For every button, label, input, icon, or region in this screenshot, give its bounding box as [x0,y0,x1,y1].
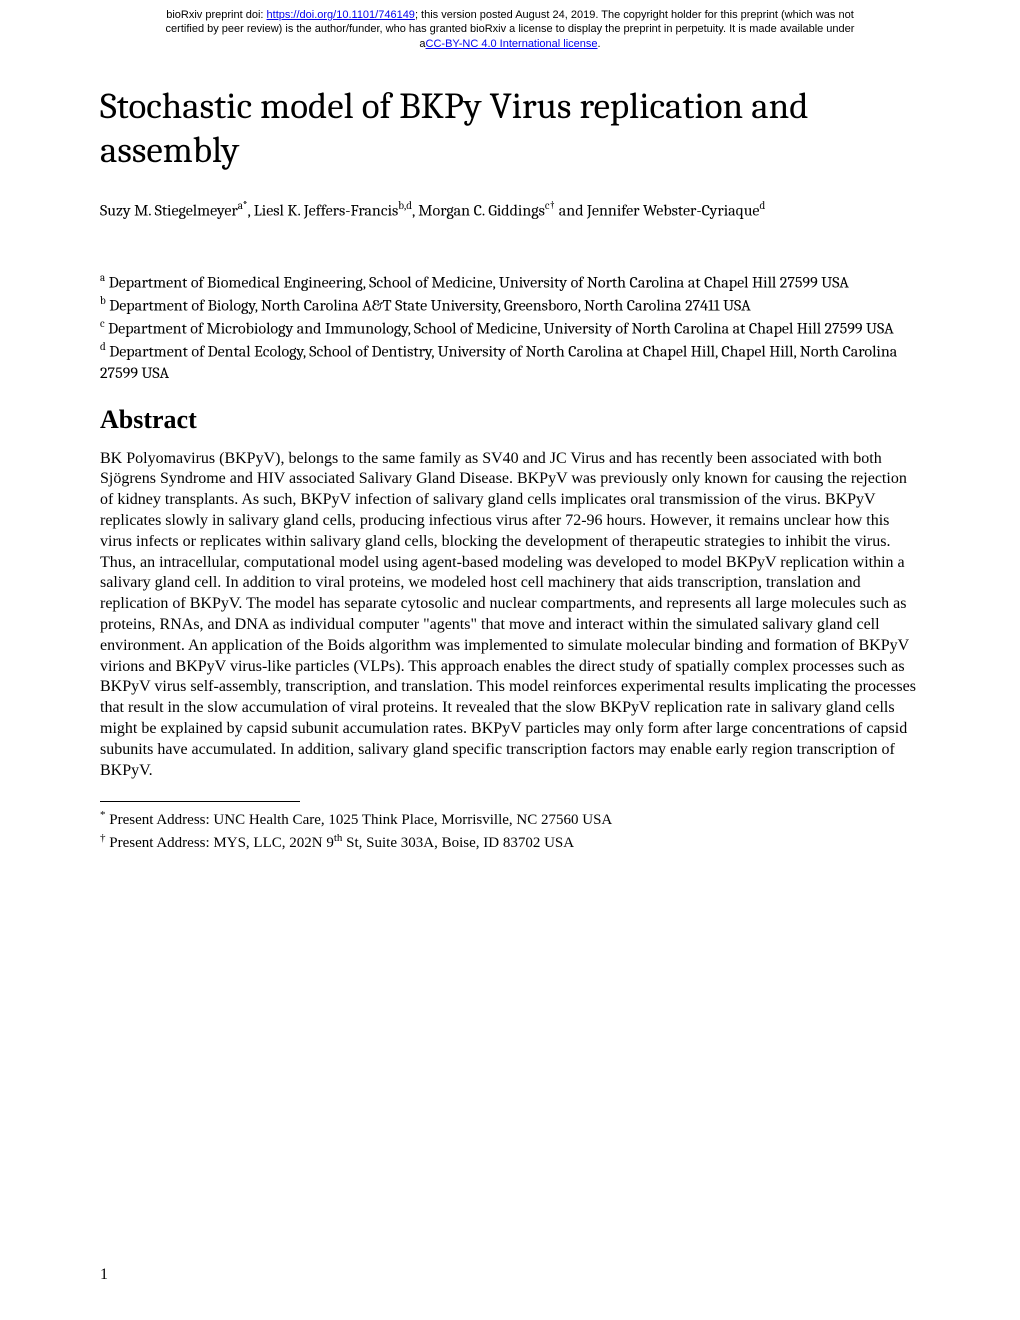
license-link[interactable]: CC-BY-NC 4.0 International license [426,38,598,50]
preprint-notice: bioRxiv preprint doi: https://doi.org/10… [0,0,1020,55]
author-2: , Liesl K. Jeffers-Francis [247,201,398,219]
footnote-2a: Present Address: MYS, LLC, 202N 9 [106,835,334,851]
preprint-line1-suffix: ; this version posted August 24, 2019. T… [415,9,854,21]
license-suffix: . [598,38,601,50]
author-1: Suzy M. Stiegelmeyer [100,201,238,219]
preprint-line2: certified by peer review) is the author/… [166,23,855,35]
footnote-1: Present Address: UNC Health Care, 1025 T… [106,812,613,828]
paper-title: Stochastic model of BKPy Virus replicati… [100,85,920,174]
authors-block: Suzy M. Stiegelmeyera*, Liesl K. Jeffers… [100,198,920,222]
footnote-divider [100,801,300,802]
author-4-sup: d [760,199,766,212]
aff-b: Department of Biology, North Carolina A&… [106,297,751,315]
author-3-sup: c† [545,199,555,212]
doi-link[interactable]: https://doi.org/10.1101/746149 [267,9,415,21]
aff-d: Department of Dental Ecology, School of … [100,342,897,382]
preprint-line1-prefix: bioRxiv preprint doi: [166,9,266,21]
aff-a: Department of Biomedical Engineering, Sc… [105,274,849,292]
author-2-sup: b,d [398,199,412,212]
author-4: and Jennifer Webster-Cyriaque [555,201,759,219]
author-3: , Morgan C. Giddings [412,201,545,219]
affiliations-block: a Department of Biomedical Engineering, … [100,271,920,384]
abstract-body: BK Polyomavirus (BKPyV), belongs to the … [100,449,920,782]
footnote-2b: St, Suite 303A, Boise, ID 83702 USA [342,835,574,851]
aff-c: Department of Microbiology and Immunolog… [105,320,894,338]
page-number: 1 [100,1266,108,1284]
author-1-sup: a* [238,199,248,212]
page-content: Stochastic model of BKPy Virus replicati… [0,55,1020,873]
footnotes-block: * Present Address: UNC Health Care, 1025… [100,808,920,853]
abstract-heading: Abstract [100,405,920,435]
